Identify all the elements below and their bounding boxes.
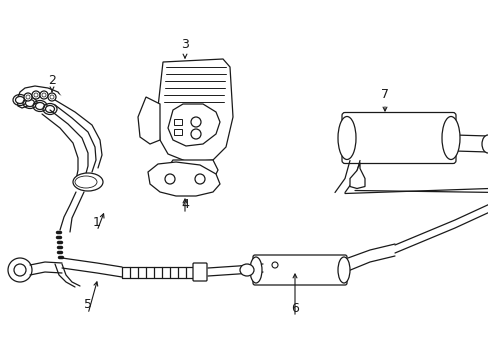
Circle shape <box>8 258 32 282</box>
Ellipse shape <box>25 99 35 107</box>
Polygon shape <box>17 86 62 110</box>
Circle shape <box>271 262 278 268</box>
Ellipse shape <box>481 135 488 153</box>
Polygon shape <box>148 162 220 196</box>
FancyBboxPatch shape <box>174 119 182 125</box>
Polygon shape <box>168 104 220 146</box>
Circle shape <box>50 95 54 99</box>
Circle shape <box>191 117 201 127</box>
Text: 5: 5 <box>84 298 92 311</box>
Circle shape <box>48 93 56 101</box>
Polygon shape <box>349 162 364 189</box>
Ellipse shape <box>337 117 355 159</box>
Text: 4: 4 <box>181 198 188 211</box>
FancyBboxPatch shape <box>174 129 182 135</box>
Text: 3: 3 <box>181 39 188 51</box>
Polygon shape <box>158 59 232 162</box>
Circle shape <box>32 91 40 99</box>
Circle shape <box>26 95 30 99</box>
Ellipse shape <box>36 103 44 109</box>
Polygon shape <box>165 160 218 182</box>
Circle shape <box>164 174 175 184</box>
Circle shape <box>42 93 46 97</box>
Circle shape <box>195 174 204 184</box>
Polygon shape <box>138 97 160 144</box>
Ellipse shape <box>249 257 262 283</box>
Text: 6: 6 <box>290 302 298 315</box>
FancyBboxPatch shape <box>252 255 346 285</box>
Ellipse shape <box>45 105 54 112</box>
Ellipse shape <box>441 117 459 159</box>
Circle shape <box>24 93 32 101</box>
Text: 7: 7 <box>380 89 388 102</box>
Circle shape <box>191 129 201 139</box>
Ellipse shape <box>73 173 103 191</box>
Ellipse shape <box>337 257 349 283</box>
Circle shape <box>40 91 48 99</box>
Circle shape <box>14 264 26 276</box>
Circle shape <box>34 93 38 97</box>
Ellipse shape <box>16 96 24 104</box>
Text: 2: 2 <box>48 73 56 86</box>
FancyBboxPatch shape <box>193 263 206 281</box>
Ellipse shape <box>240 264 253 276</box>
Text: 1: 1 <box>93 216 101 229</box>
FancyBboxPatch shape <box>341 112 455 163</box>
